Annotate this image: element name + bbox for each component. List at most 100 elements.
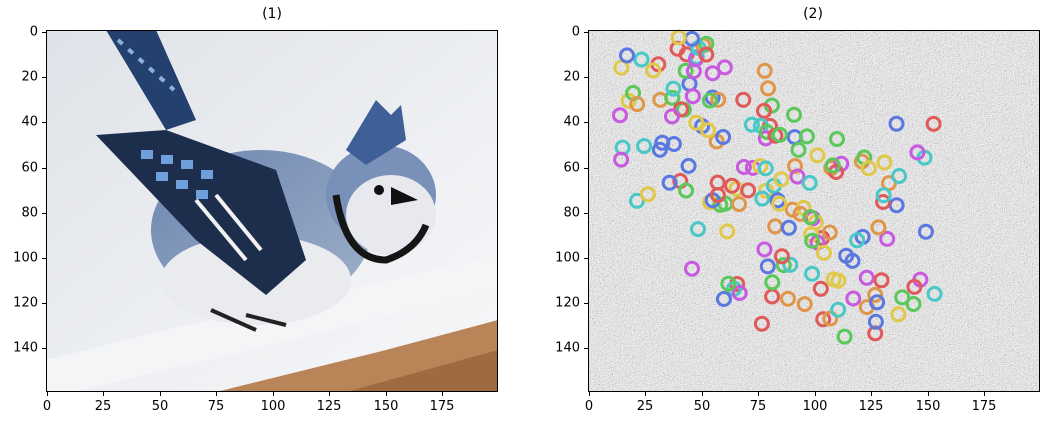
x-tick-label: 125: [858, 399, 884, 414]
keypoint-circle: [664, 108, 680, 125]
y-tick-label: 60: [563, 160, 580, 176]
keypoint-circle: [680, 157, 697, 174]
keypoint-circle: [905, 296, 922, 312]
keypoint-circle: [731, 285, 748, 301]
y-tick-label: 140: [555, 340, 580, 356]
keypoint-circle: [809, 147, 826, 164]
keypoint-circle: [698, 35, 715, 52]
keypoint-circle: [735, 91, 752, 108]
keypoint-circle: [735, 159, 752, 175]
keypoint-circle: [715, 291, 732, 307]
x-tick-label: 150: [915, 399, 941, 414]
x-tick-label: 75: [749, 399, 767, 414]
keypoint-circle: [786, 106, 802, 123]
keypoint-circle: [639, 186, 656, 203]
keypoint-circle: [836, 328, 853, 345]
keypoint-circle: [688, 114, 705, 131]
keypoint-circle: [754, 190, 771, 207]
y-tick-label: 40: [21, 114, 38, 130]
keypoint-circle: [651, 141, 668, 158]
x-tick-label: 0: [42, 399, 52, 414]
keypoint-circle: [802, 209, 819, 226]
keypoint-circle: [612, 107, 628, 124]
keypoint-circle: [891, 168, 908, 184]
keypoint-circle: [771, 195, 788, 212]
keypoint-circle: [815, 244, 832, 261]
keypoint-circle: [700, 122, 716, 139]
keypoint-circle: [743, 116, 760, 133]
keypoint-circle: [845, 290, 862, 307]
keypoint-circle: [812, 280, 829, 297]
keypoint-circle: [771, 126, 788, 143]
keypoint-circle: [926, 285, 943, 302]
keypoint-circle: [701, 92, 718, 109]
keypoint-circle: [756, 62, 773, 79]
keypoint-circle: [789, 168, 806, 185]
keypoint-circle: [720, 275, 737, 292]
keypoint-circle: [780, 290, 796, 307]
panel-2-title: (2): [803, 6, 823, 22]
bird-image: [46, 30, 498, 392]
y-tick-label: 60: [21, 160, 38, 176]
panel-2-frame: [588, 30, 1040, 392]
keypoint-circle: [773, 171, 790, 188]
y-tick-label: 100: [555, 250, 580, 266]
keypoint-circle: [661, 174, 678, 191]
keypoint-circle: [869, 294, 886, 311]
keypoint-circle: [822, 310, 839, 327]
x-tick-label: 100: [260, 399, 286, 414]
y-tick-label: 40: [563, 114, 580, 130]
keypoint-circle: [780, 219, 797, 236]
keypoint-circle: [829, 131, 845, 147]
panel-1-frame: [46, 30, 498, 392]
panel-1-title: (1): [262, 6, 282, 22]
x-tick-label: 50: [151, 399, 169, 414]
keypoint-circle: [906, 278, 923, 295]
x-tick-label: 150: [373, 399, 399, 414]
keypoint-circle: [773, 248, 790, 265]
keypoint-circle: [756, 102, 772, 119]
keypoint-circle: [870, 219, 887, 236]
keypoint-circle: [804, 265, 821, 282]
keypoint-circle: [709, 187, 726, 203]
keypoint-circle: [724, 177, 740, 194]
y-tick-label: 140: [13, 340, 38, 356]
keypoint-circle: [909, 144, 926, 161]
keypoint-circle: [858, 269, 875, 286]
keypoint-circle: [801, 174, 818, 191]
keypoint-circle: [716, 59, 733, 76]
y-tick-label: 120: [555, 295, 580, 311]
keypoint-circle: [815, 311, 832, 328]
keypoint-circle: [798, 128, 815, 145]
x-tick-label: 0: [584, 399, 594, 414]
keypoint-circle: [704, 65, 721, 82]
y-tick-label: 20: [563, 69, 580, 85]
keypoint-circle: [873, 272, 890, 289]
y-tick-label: 20: [21, 69, 38, 85]
keypoint-circle: [760, 80, 777, 97]
keypoint-circle: [830, 301, 847, 318]
y-tick-label: 100: [13, 250, 38, 266]
keypoint-circle: [821, 224, 838, 241]
keypoint-circle: [740, 182, 757, 199]
y-tick-label: 0: [29, 24, 38, 40]
keypoint-circle: [824, 157, 841, 174]
keypoint-circle: [665, 80, 682, 97]
keypoint-circle: [665, 136, 682, 152]
noise-keypoint-image: [588, 29, 1040, 392]
keypoint-circle: [844, 252, 861, 269]
keypoint-circle: [664, 89, 681, 106]
x-tick-label: 125: [316, 399, 342, 414]
keypoint-circle: [684, 88, 701, 105]
keypoint-circle: [790, 141, 807, 158]
keypoint-circle: [756, 241, 773, 258]
keypoint-circle: [804, 232, 821, 249]
x-tick-label: 75: [207, 399, 225, 414]
x-tick-label: 175: [429, 399, 455, 414]
keypoint-circle: [875, 194, 892, 210]
keypoint-circle: [867, 313, 884, 330]
keypoint-circle: [890, 306, 907, 323]
keypoint-circle: [787, 158, 803, 174]
keypoint-circle: [784, 201, 801, 218]
x-tick-label: 25: [636, 399, 654, 414]
